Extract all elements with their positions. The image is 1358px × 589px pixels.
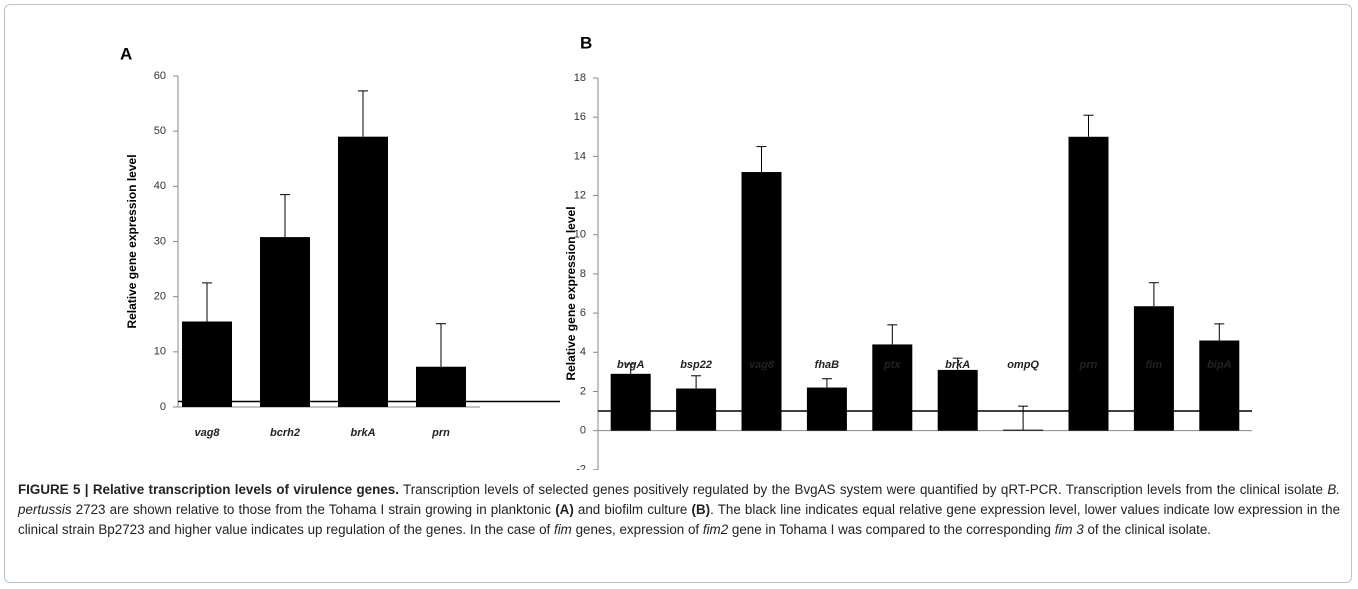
y-tick-label: 4 <box>580 346 586 358</box>
y-tick-label: 12 <box>574 189 586 201</box>
caption-text: (A) <box>555 502 574 517</box>
x-tick-label: brkA <box>945 359 970 371</box>
bar <box>937 369 978 431</box>
y-tick-label: -2 <box>576 464 586 470</box>
bar <box>872 344 913 431</box>
y-tick-label: 20 <box>154 291 166 303</box>
bar <box>676 388 717 431</box>
bar <box>806 387 847 431</box>
x-tick-label: bvgA <box>617 359 645 371</box>
y-axis-label: Relative gene expression level <box>564 206 578 380</box>
y-tick-label: 2 <box>580 385 586 397</box>
bar <box>1068 136 1109 431</box>
y-tick-label: 14 <box>574 150 586 162</box>
caption-text: FIGURE 5 | Relative transcription levels… <box>18 482 399 497</box>
caption: FIGURE 5 | Relative transcription levels… <box>18 480 1340 540</box>
x-tick-label: bipA <box>1207 359 1231 371</box>
caption-text: Transcription levels of selected genes p… <box>398 482 1328 497</box>
caption-text: and biofilm culture <box>573 502 692 517</box>
caption-text: of the clinical isolate. <box>1083 522 1212 537</box>
y-tick-label: 18 <box>574 72 586 84</box>
caption-text: 2723 are shown relative to those from th… <box>71 502 556 517</box>
bar <box>416 366 466 407</box>
bar <box>741 172 782 431</box>
bar <box>260 237 310 407</box>
caption-text: . The black line indicates equal relativ… <box>18 502 1341 537</box>
y-tick-label: 30 <box>154 235 166 247</box>
x-tick-label: ompQ <box>1007 359 1039 371</box>
caption-text: (B) <box>691 502 711 517</box>
y-tick-label: 10 <box>574 229 586 241</box>
caption-text: fim <box>553 522 572 537</box>
y-tick-label: 50 <box>154 125 166 137</box>
x-tick-label: vag8 <box>194 427 220 439</box>
y-axis-label: Relative gene expression level <box>125 154 139 328</box>
bar <box>1199 340 1240 431</box>
panel-label: A <box>120 44 132 63</box>
bar <box>182 321 232 407</box>
caption-text: fim 3 <box>1054 522 1084 537</box>
bar <box>338 136 388 407</box>
x-tick-label: bsp22 <box>680 359 712 371</box>
y-tick-label: 10 <box>154 346 166 358</box>
x-tick-label: fim <box>1146 359 1163 371</box>
caption-text: gene in Tohama I was compared to the cor… <box>728 522 1055 537</box>
caption-text: genes, expression of <box>571 522 703 537</box>
bar <box>1133 306 1174 431</box>
caption-text: B. pertussis <box>18 482 1340 517</box>
panel-label: B <box>580 33 592 52</box>
x-tick-label: bcrh2 <box>270 427 300 439</box>
y-tick-label: 16 <box>574 111 586 123</box>
y-tick-label: 60 <box>154 70 166 82</box>
x-tick-label: prn <box>431 427 450 439</box>
bar <box>1003 429 1044 431</box>
x-tick-label: ptx <box>883 359 901 371</box>
caption-text: fim2 <box>702 522 729 537</box>
x-tick-label: brkA <box>350 427 375 439</box>
frame <box>4 4 1352 583</box>
y-tick-label: 6 <box>580 307 586 319</box>
x-tick-label: prn <box>1079 359 1098 371</box>
y-tick-label: 8 <box>580 268 586 280</box>
y-tick-label: 0 <box>160 401 166 413</box>
y-tick-label: 40 <box>154 180 166 192</box>
x-tick-label: vag8 <box>749 359 775 371</box>
y-tick-label: 0 <box>580 425 586 437</box>
bar <box>610 373 651 431</box>
x-tick-label: fhaB <box>815 359 840 371</box>
